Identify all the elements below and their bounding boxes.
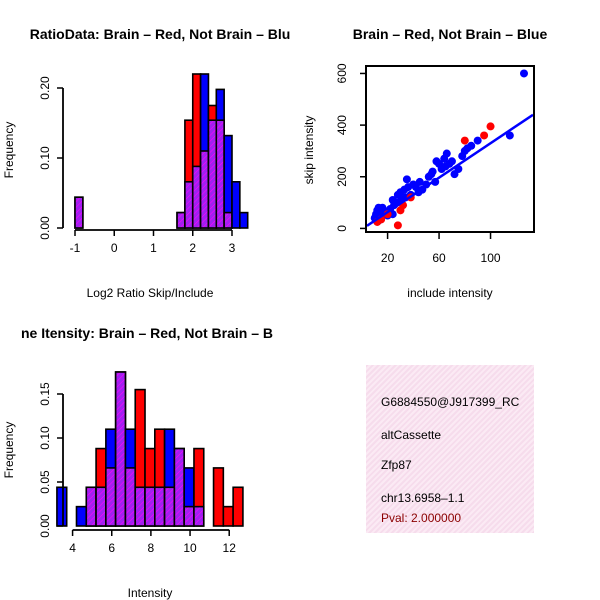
probe-info-panel: G6884550@J917399_RC altCassette Zfp87 ch…: [366, 365, 534, 533]
histogram-bar-brain: [232, 486, 244, 527]
regression-line: [366, 113, 534, 227]
scatter-point-not-brain: [467, 141, 476, 150]
scatter-point-not-brain: [519, 69, 528, 78]
histogram-bar-not-brain: [239, 211, 249, 229]
scatter-point-not-brain: [447, 157, 456, 166]
scatter-point-brain: [393, 221, 402, 230]
intensity-scatter-marks: [366, 69, 534, 230]
y-tick-label: 400: [335, 115, 349, 135]
histogram-bar-overlap: [184, 181, 194, 229]
scatter-point-brain: [480, 131, 489, 140]
x-tick-label: 3: [229, 241, 236, 255]
intensity-scatter-axes: 20 60 100 0 200 400 600: [335, 63, 501, 265]
x-tick-label: 60: [432, 251, 446, 265]
x-tick-label: 2: [189, 241, 196, 255]
histogram-bar-overlap: [191, 165, 202, 229]
scatter-point-not-brain: [428, 167, 437, 176]
intensity-histogram-panel: ne Itensity: Brain – Red, Not Brain – B …: [2, 325, 273, 600]
scatter-point-not-brain: [374, 203, 383, 212]
scatter-point-not-brain: [473, 136, 482, 145]
histogram-bar-overlap: [124, 467, 137, 527]
histogram-bar-overlap: [173, 447, 185, 527]
ratio-histogram-title: RatioData: Brain – Red, Not Brain – Blu: [30, 26, 291, 42]
histogram-bar-not-brain: [56, 486, 68, 527]
intensity-scatter-xlabel: include intensity: [407, 286, 492, 300]
ratio-histogram-xlabel: Log2 Ratio Skip/Include: [87, 286, 214, 300]
histogram-bar-overlap: [95, 486, 107, 527]
histogram-bar-overlap: [163, 486, 176, 527]
ratio-histogram-ylabel: Frequency: [2, 122, 16, 179]
x-tick-label: 12: [223, 541, 237, 555]
probe-id: G6884550@J917399_RC: [381, 395, 520, 409]
histogram-bar-overlap: [223, 211, 233, 229]
y-tick-label: 0: [335, 225, 349, 232]
intensity-histogram-bars: [56, 371, 244, 527]
x-tick-label: 10: [183, 541, 197, 555]
histogram-bar-overlap: [199, 150, 210, 229]
y-tick-label: 0.00: [38, 514, 52, 538]
ratio-histogram-panel: RatioData: Brain – Red, Not Brain – Blu …: [2, 26, 290, 300]
x-tick-label: 0: [111, 241, 118, 255]
intensity-histogram-ylabel: Frequency: [2, 422, 16, 479]
histogram-bar-overlap: [154, 486, 166, 527]
x-tick-label: 100: [481, 251, 501, 265]
histogram-bar-overlap: [134, 486, 146, 527]
scatter-point-brain: [486, 122, 495, 131]
histogram-bar-overlap: [85, 486, 97, 527]
y-tick-label: 0.10: [38, 426, 52, 450]
y-tick-label: 0.15: [38, 382, 52, 406]
event-type: altCassette: [381, 428, 442, 442]
histogram-bar-brain: [222, 505, 234, 527]
intensity-scatter-panel: Brain – Red, Not Brain – Blue 20 60 100020…: [302, 26, 547, 300]
x-tick-label: 6: [108, 541, 115, 555]
intensity-scatter-ylabel: skip intensity: [302, 116, 316, 185]
x-tick-label: 4: [69, 541, 76, 555]
histogram-bar-overlap: [105, 467, 117, 527]
y-tick-label: 600: [335, 63, 349, 83]
histogram-bar-not-brain: [75, 505, 88, 527]
scatter-point-not-brain: [442, 149, 451, 158]
histogram-bar-overlap: [207, 119, 218, 229]
ratio-histogram-axes: -1 0 1 2 3 0.00 0.10 0.20: [38, 76, 235, 255]
intensity-scatter-title: Brain – Red, Not Brain – Blue: [353, 26, 548, 42]
intensity-scatter-frame: [365, 65, 535, 233]
histogram-bar-overlap: [183, 505, 195, 527]
scatter-point-not-brain: [415, 177, 424, 186]
scatter-point-not-brain: [388, 196, 397, 205]
histogram-bar-overlap: [74, 196, 84, 229]
intensity-histogram-title: ne Itensity: Brain – Red, Not Brain – B: [21, 325, 273, 341]
histogram-bar-not-brain: [231, 181, 241, 229]
p-value: Pval: 2.000000: [381, 511, 462, 525]
x-tick-label: -1: [70, 241, 81, 255]
histogram-bar-overlap: [176, 211, 186, 229]
x-tick-label: 1: [150, 241, 157, 255]
histogram-bar-brain: [212, 467, 225, 527]
scatter-point-brain: [460, 136, 469, 145]
y-tick-label: 0.00: [38, 216, 52, 240]
y-tick-label: 0.20: [38, 76, 52, 100]
ratio-histogram-bars: [74, 73, 249, 229]
histogram-bar-overlap: [215, 119, 225, 229]
x-tick-label: 8: [148, 541, 155, 555]
gene-name: Zfp87: [381, 458, 412, 472]
intensity-histogram-xlabel: Intensity: [128, 586, 173, 600]
chromosome-location: chr13.6958–1.1: [381, 491, 465, 505]
scatter-point-not-brain: [505, 131, 514, 140]
scatter-point-not-brain: [402, 175, 411, 184]
x-tick-label: 20: [381, 251, 395, 265]
y-tick-label: 0.10: [38, 146, 52, 170]
y-tick-label: 0.05: [38, 470, 52, 494]
histogram-bar-overlap: [114, 371, 127, 527]
histogram-bar-overlap: [193, 505, 205, 527]
y-tick-label: 200: [335, 166, 349, 186]
intensity-histogram-axes: 4 6 8 10 12 0.00 0.05 0.10 0.15: [38, 382, 236, 555]
histogram-bar-overlap: [144, 486, 156, 527]
